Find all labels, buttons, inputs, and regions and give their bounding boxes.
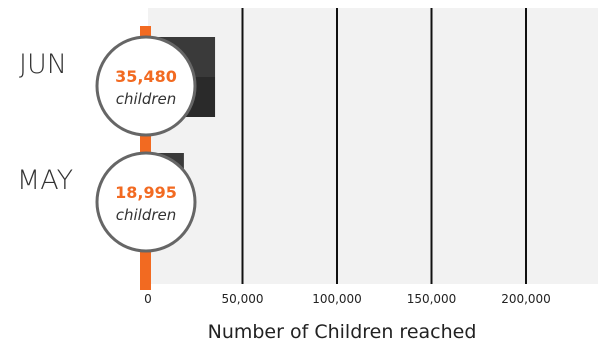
x-tick-label: 200,000	[501, 292, 551, 306]
circle-badge-icon	[95, 35, 197, 137]
x-tick-label: 150,000	[407, 292, 457, 306]
x-axis-ticks: 0 50,000 100,000 150,000 200,000	[144, 292, 551, 306]
x-tick-label: 50,000	[222, 292, 264, 306]
plot-area	[148, 8, 598, 284]
x-axis-label: Number of Children reached	[208, 321, 477, 342]
value-badges: 35,480 children 18,995 children	[95, 35, 197, 253]
category-label: JUN	[19, 49, 67, 80]
value-unit-label: children	[116, 90, 177, 108]
value-label: 18,995	[115, 183, 177, 202]
x-tick-label: 100,000	[312, 292, 362, 306]
value-label: 35,480	[115, 67, 177, 86]
value-badge-may: 18,995 children	[95, 151, 197, 253]
value-unit-label: children	[116, 206, 177, 224]
category-label: MAY	[17, 165, 73, 196]
circle-badge-icon	[95, 151, 197, 253]
plot-background	[148, 8, 598, 284]
value-badge-jun: 35,480 children	[95, 35, 197, 137]
x-tick-label: 0	[144, 292, 152, 306]
gridlines	[241, 8, 527, 284]
category-labels: JUN MAY	[17, 49, 73, 196]
x-axis-title: Number of Children reached	[208, 321, 477, 343]
